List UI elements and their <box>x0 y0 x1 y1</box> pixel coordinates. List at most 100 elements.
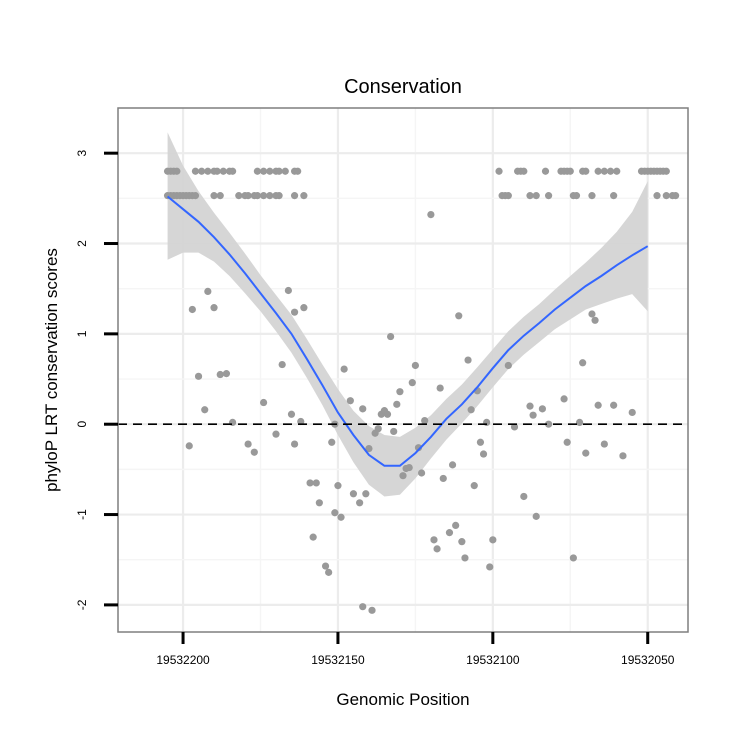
data-point <box>201 406 209 414</box>
data-point <box>287 410 296 418</box>
y-tick-label: 1 <box>75 330 89 337</box>
x-tick-label: 19532050 <box>621 653 675 667</box>
data-point <box>452 521 460 529</box>
data-point <box>479 450 488 458</box>
y-tick-label: 2 <box>75 240 89 247</box>
data-point <box>544 420 553 428</box>
data-point <box>266 192 274 200</box>
data-point <box>191 167 200 175</box>
data-point <box>582 167 590 175</box>
data-point <box>259 398 268 407</box>
data-point <box>188 305 196 314</box>
data-point <box>532 192 540 200</box>
data-point <box>575 418 584 426</box>
data-point <box>337 513 345 521</box>
data-point <box>383 410 392 418</box>
data-point <box>368 606 376 614</box>
data-point <box>365 445 373 453</box>
data-point <box>489 536 497 544</box>
grid <box>118 108 688 632</box>
x-tick-label: 19532200 <box>156 653 210 667</box>
data-point <box>476 438 485 446</box>
x-axis: 19532200 19532150 19532100 19532050 <box>156 632 675 667</box>
data-point <box>253 192 262 200</box>
data-point <box>219 167 227 175</box>
y-tick-label: -1 <box>75 509 89 520</box>
confidence-band <box>167 132 648 497</box>
data-point <box>628 408 636 417</box>
data-point <box>594 401 602 409</box>
data-point <box>349 490 358 498</box>
data-point <box>346 397 354 405</box>
data-point <box>259 167 268 175</box>
data-point <box>250 448 258 456</box>
data-point <box>235 192 243 200</box>
data-point <box>297 417 305 426</box>
data-point <box>204 287 212 295</box>
data-point <box>486 563 494 571</box>
data-point <box>300 304 308 312</box>
data-point <box>563 438 571 446</box>
data-point <box>594 167 602 175</box>
data-point <box>284 286 292 295</box>
data-point <box>213 167 221 175</box>
data-point <box>560 395 568 403</box>
data-point <box>541 167 550 175</box>
x-axis-title: Genomic Position <box>336 690 469 709</box>
data-point <box>387 332 395 341</box>
data-point <box>306 479 314 487</box>
data-point <box>445 529 454 537</box>
data-point <box>600 167 608 175</box>
data-point <box>396 388 404 396</box>
data-point <box>606 167 615 175</box>
data-point <box>495 167 503 175</box>
data-point <box>439 474 447 483</box>
data-point <box>198 167 206 175</box>
y-tick-label: 0 <box>75 421 89 428</box>
data-point <box>290 192 299 200</box>
data-point <box>591 316 599 324</box>
data-point <box>405 463 413 472</box>
data-point <box>529 411 537 419</box>
data-point <box>229 167 237 175</box>
smooth-line-layer <box>166 195 649 467</box>
data-point <box>526 402 534 410</box>
data-point <box>411 361 419 370</box>
data-point <box>399 472 407 480</box>
data-point <box>433 545 441 553</box>
data-point <box>526 192 534 200</box>
data-point <box>321 562 330 570</box>
data-point <box>458 538 466 546</box>
data-point <box>290 440 299 448</box>
data-point <box>390 427 398 436</box>
chart-title: Conservation <box>344 76 462 98</box>
data-point <box>294 167 302 175</box>
data-point <box>600 440 608 448</box>
data-point <box>579 359 587 367</box>
data-point <box>328 438 336 446</box>
data-point <box>520 492 528 501</box>
data-point <box>421 416 429 425</box>
data-point <box>427 211 435 219</box>
data-point <box>572 192 581 200</box>
y-axis-title: phyloP LRT conservation scores <box>42 248 61 492</box>
data-point <box>191 192 200 200</box>
data-point <box>504 361 512 370</box>
data-point <box>464 356 472 364</box>
data-point <box>538 405 547 413</box>
y-axis: -2 -1 0 1 2 3 <box>75 150 118 610</box>
data-point <box>222 370 231 378</box>
data-point <box>312 479 320 487</box>
data-point <box>359 603 367 611</box>
data-point <box>461 554 469 562</box>
data-point <box>340 365 348 373</box>
data-point <box>566 167 574 175</box>
data-point <box>244 440 252 448</box>
data-point <box>653 192 661 200</box>
data-point <box>216 192 224 200</box>
data-point <box>278 360 286 369</box>
data-point <box>325 568 333 576</box>
data-point <box>662 167 670 175</box>
data-point <box>359 405 367 413</box>
data-point <box>275 192 283 200</box>
